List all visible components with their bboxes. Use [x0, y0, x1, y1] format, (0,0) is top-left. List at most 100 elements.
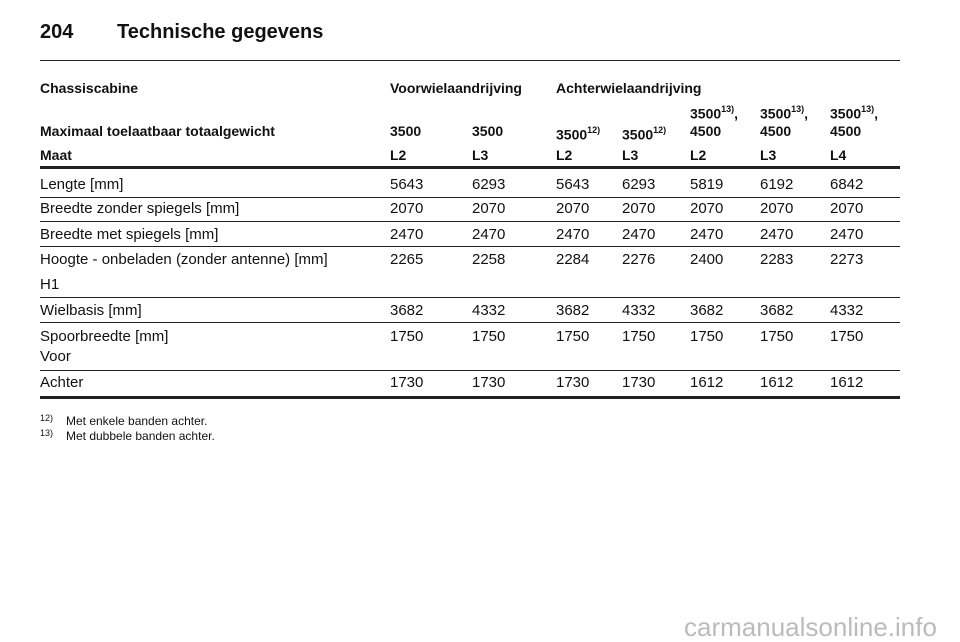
- cell-value: 6293: [622, 176, 656, 193]
- cell-value: 1750: [472, 328, 506, 345]
- row-label: Hoogte - onbeladen (zonder antenne) [mm]: [40, 251, 328, 268]
- footnote-text: Met dubbele banden achter.: [66, 429, 215, 443]
- maat-cell: L3: [622, 147, 639, 163]
- maat-cell: L2: [390, 147, 407, 163]
- row-label: Maat: [40, 147, 72, 163]
- footnote-text: Met enkele banden achter.: [66, 414, 208, 428]
- cell-value: 2070: [830, 200, 864, 217]
- row-rule: [40, 221, 900, 222]
- cell-value: 5819: [690, 176, 724, 193]
- cell-value: 1612: [830, 374, 864, 391]
- group-label: Voorwielaandrijving: [390, 80, 522, 96]
- row-sublabel: Voor: [40, 348, 71, 365]
- cell-text: 3500: [690, 105, 722, 122]
- cell-value: 2265: [390, 251, 424, 268]
- note-ref: 12): [653, 125, 667, 135]
- cell-value: 2470: [622, 226, 656, 243]
- footnote-mark: 13): [40, 428, 54, 438]
- cell-value: 2070: [472, 200, 506, 217]
- cell-value: 2400: [690, 251, 724, 268]
- cell-value: 2283: [760, 251, 794, 268]
- row-rule: [40, 370, 900, 371]
- row-sublabel: H1: [40, 276, 60, 293]
- note-ref: 13): [721, 104, 735, 114]
- cell-value: 2070: [690, 200, 724, 217]
- weight-cell: 350013),: [690, 101, 738, 123]
- group-label: Achterwielaandrijving: [556, 80, 702, 96]
- maat-cell: L3: [472, 147, 489, 163]
- maat-cell: L3: [760, 147, 777, 163]
- cell-value: 2470: [760, 226, 794, 243]
- cell-value: 4332: [622, 302, 656, 319]
- row-rule: [40, 297, 900, 298]
- cell-text: 3500: [760, 105, 792, 122]
- cell-value: 2470: [556, 226, 590, 243]
- cell-value: 1750: [760, 328, 794, 345]
- maat-cell: L4: [830, 147, 847, 163]
- cell-value: 2070: [556, 200, 590, 217]
- cell-value: 1750: [390, 328, 424, 345]
- cell-text: 3500: [556, 126, 588, 143]
- weight-cell: 3500: [472, 122, 503, 140]
- cell-value: 1730: [390, 374, 424, 391]
- cell-value: 2470: [472, 226, 506, 243]
- cell-value: 5643: [390, 176, 424, 193]
- cell-value: 1750: [830, 328, 864, 345]
- cell-value: 1750: [556, 328, 590, 345]
- cell-value: 6293: [472, 176, 506, 193]
- note-ref: 13): [791, 104, 805, 114]
- header-rule: [40, 60, 900, 61]
- weight-cell: 4500: [830, 123, 862, 139]
- thick-rule: [40, 166, 900, 169]
- row-label: Spoorbreedte [mm]: [40, 328, 169, 345]
- cell-text: ,: [734, 105, 739, 122]
- cell-value: 5643: [556, 176, 590, 193]
- row-label: Wielbasis [mm]: [40, 302, 142, 319]
- row-label: Maximaal toelaatbaar totaalgewicht: [40, 123, 275, 139]
- cell-value: 2070: [760, 200, 794, 217]
- corner-label: Chassiscabine: [40, 80, 139, 96]
- watermark: carmanualsonline.info: [684, 612, 937, 642]
- cell-value: 2470: [830, 226, 864, 243]
- row-label: Breedte zonder spiegels [mm]: [40, 200, 240, 217]
- footnote-mark: 12): [40, 413, 54, 423]
- cell-text: ,: [804, 105, 809, 122]
- cell-value: 6842: [830, 176, 864, 193]
- row-label: Breedte met spiegels [mm]: [40, 226, 219, 243]
- cell-value: 1730: [556, 374, 590, 391]
- cell-value: 1612: [760, 374, 794, 391]
- cell-text: ,: [874, 105, 879, 122]
- maat-cell: L2: [690, 147, 707, 163]
- maat-cell: L2: [556, 147, 573, 163]
- cell-text: 3500: [390, 123, 422, 139]
- cell-value: 2276: [622, 251, 656, 268]
- row-rule: [40, 322, 900, 323]
- cell-value: 6192: [760, 176, 794, 193]
- cell-value: 1730: [622, 374, 656, 391]
- cell-value: 2284: [556, 251, 590, 268]
- cell-value: 2470: [690, 226, 724, 243]
- cell-value: 2258: [472, 251, 506, 268]
- cell-value: 4332: [472, 302, 506, 319]
- weight-cell: 350012): [556, 122, 600, 144]
- cell-value: 1750: [622, 328, 656, 345]
- page-title: Technische gegevens: [117, 21, 324, 43]
- cell-value: 3682: [390, 302, 424, 319]
- cell-text: 3500: [830, 105, 862, 122]
- page-number: 204: [40, 21, 74, 43]
- row-rule: [40, 197, 900, 198]
- cell-value: 3682: [690, 302, 724, 319]
- cell-value: 1730: [472, 374, 506, 391]
- cell-value: 3682: [760, 302, 794, 319]
- row-label: Achter: [40, 374, 84, 391]
- weight-cell: 350013),: [830, 101, 878, 123]
- note-ref: 13): [861, 104, 875, 114]
- weight-cell: 4500: [760, 123, 792, 139]
- cell-value: 1750: [690, 328, 724, 345]
- cell-value: 2070: [622, 200, 656, 217]
- cell-value: 4332: [830, 302, 864, 319]
- weight-cell: 4500: [690, 123, 722, 139]
- weight-cell: 3500: [390, 122, 421, 140]
- cell-value: 2070: [390, 200, 424, 217]
